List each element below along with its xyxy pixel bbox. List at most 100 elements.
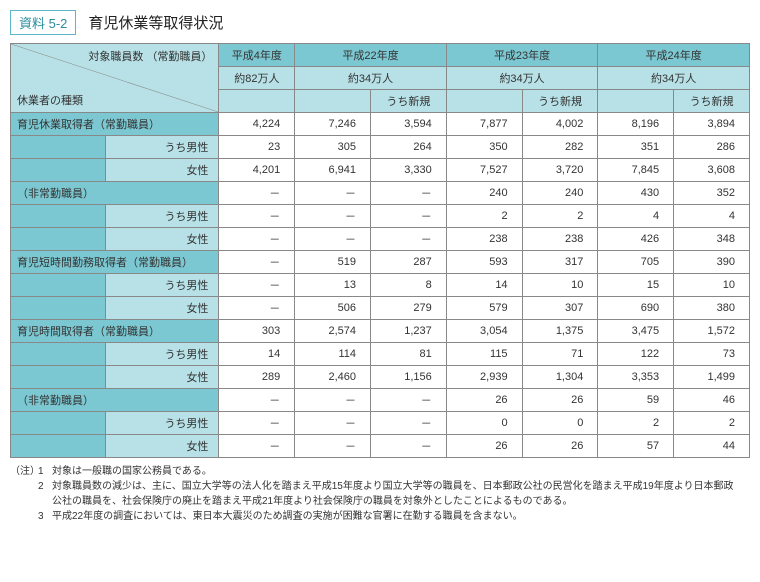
cell: －	[219, 412, 295, 435]
cell: 15	[598, 274, 674, 297]
cell: 1,572	[674, 320, 750, 343]
cell: 14	[219, 343, 295, 366]
cell: 7,877	[446, 113, 522, 136]
cell: 286	[674, 136, 750, 159]
leave-table: 対象職員数 （常勤職員） 休業者の種類 平成4年度 平成22年度 平成23年度 …	[10, 43, 750, 458]
notes: （注）1対象は一般職の国家公務員である。 2対象職員数の減少は、主に、国立大学等…	[10, 464, 750, 524]
cell: －	[219, 435, 295, 458]
cell: 23	[219, 136, 295, 159]
cell: 3,720	[522, 159, 598, 182]
cell: 2	[522, 205, 598, 228]
col-h24: 平成24年度	[598, 44, 750, 67]
row-male: うち男性	[105, 343, 219, 366]
cell: 289	[219, 366, 295, 389]
cell: －	[219, 228, 295, 251]
cell: 13	[295, 274, 371, 297]
staff-h4: 約82万人	[219, 67, 295, 90]
cell: －	[295, 182, 371, 205]
cell: 240	[446, 182, 522, 205]
cell: －	[219, 389, 295, 412]
row-male: うち男性	[105, 205, 219, 228]
corner-top: 対象職員数 （常勤職員）	[88, 48, 212, 64]
doc-title: 育児休業等取得状況	[88, 12, 223, 33]
row-male: うち男性	[105, 412, 219, 435]
sub-h22: うち新規	[371, 90, 447, 113]
cell: 10	[522, 274, 598, 297]
cell: 4,201	[219, 159, 295, 182]
cell: 352	[674, 182, 750, 205]
cell: 430	[598, 182, 674, 205]
cell: 14	[446, 274, 522, 297]
cell: 2	[446, 205, 522, 228]
cell: －	[371, 182, 447, 205]
cell: 4,224	[219, 113, 295, 136]
cell: －	[295, 435, 371, 458]
cell: 303	[219, 320, 295, 343]
cell: 59	[598, 389, 674, 412]
cell: 7,246	[295, 113, 371, 136]
row-label: 育児時間取得者（常勤職員）	[11, 320, 219, 343]
corner-cell: 対象職員数 （常勤職員） 休業者の種類	[11, 44, 219, 113]
cell: 26	[446, 435, 522, 458]
row-label: 育児短時間勤務取得者（常勤職員）	[11, 251, 219, 274]
cell: －	[219, 297, 295, 320]
cell: 238	[446, 228, 522, 251]
cell: －	[371, 435, 447, 458]
cell: －	[371, 228, 447, 251]
cell: 690	[598, 297, 674, 320]
cell: －	[295, 389, 371, 412]
cell: 3,608	[674, 159, 750, 182]
row-female: 女性	[105, 228, 219, 251]
cell: 71	[522, 343, 598, 366]
cell: 3,353	[598, 366, 674, 389]
cell: 26	[522, 435, 598, 458]
cell: 305	[295, 136, 371, 159]
cell: 240	[522, 182, 598, 205]
cell: 3,330	[371, 159, 447, 182]
cell: 282	[522, 136, 598, 159]
cell: 350	[446, 136, 522, 159]
corner-bottom: 休業者の種類	[17, 92, 83, 108]
sub-h23: うち新規	[522, 90, 598, 113]
cell: 7,527	[446, 159, 522, 182]
row-label: （非常勤職員）	[11, 389, 219, 412]
doc-tag: 資料 5-2	[10, 10, 76, 35]
cell: 348	[674, 228, 750, 251]
cell: 57	[598, 435, 674, 458]
staff-h22: 約34万人	[295, 67, 447, 90]
cell: 317	[522, 251, 598, 274]
cell: 26	[522, 389, 598, 412]
cell: 44	[674, 435, 750, 458]
cell: 114	[295, 343, 371, 366]
row-female: 女性	[105, 366, 219, 389]
cell: 380	[674, 297, 750, 320]
sub-h24: うち新規	[674, 90, 750, 113]
cell: －	[295, 412, 371, 435]
cell: 3,594	[371, 113, 447, 136]
row-female: 女性	[105, 435, 219, 458]
cell: －	[371, 205, 447, 228]
cell: 2,939	[446, 366, 522, 389]
cell: －	[219, 205, 295, 228]
cell: 7,845	[598, 159, 674, 182]
cell: 10	[674, 274, 750, 297]
cell: －	[371, 389, 447, 412]
cell: 8,196	[598, 113, 674, 136]
cell: 4,002	[522, 113, 598, 136]
col-h4: 平成4年度	[219, 44, 295, 67]
row-label: 育児休業取得者（常勤職員）	[11, 113, 219, 136]
cell: 593	[446, 251, 522, 274]
cell: 519	[295, 251, 371, 274]
cell: 506	[295, 297, 371, 320]
cell: 2,574	[295, 320, 371, 343]
doc-header: 資料 5-2 育児休業等取得状況	[10, 10, 750, 35]
cell: 579	[446, 297, 522, 320]
cell: 1,156	[371, 366, 447, 389]
cell: 0	[522, 412, 598, 435]
cell: 0	[446, 412, 522, 435]
cell: 1,375	[522, 320, 598, 343]
cell: 46	[674, 389, 750, 412]
cell: －	[219, 182, 295, 205]
cell: 6,941	[295, 159, 371, 182]
cell: 4	[598, 205, 674, 228]
